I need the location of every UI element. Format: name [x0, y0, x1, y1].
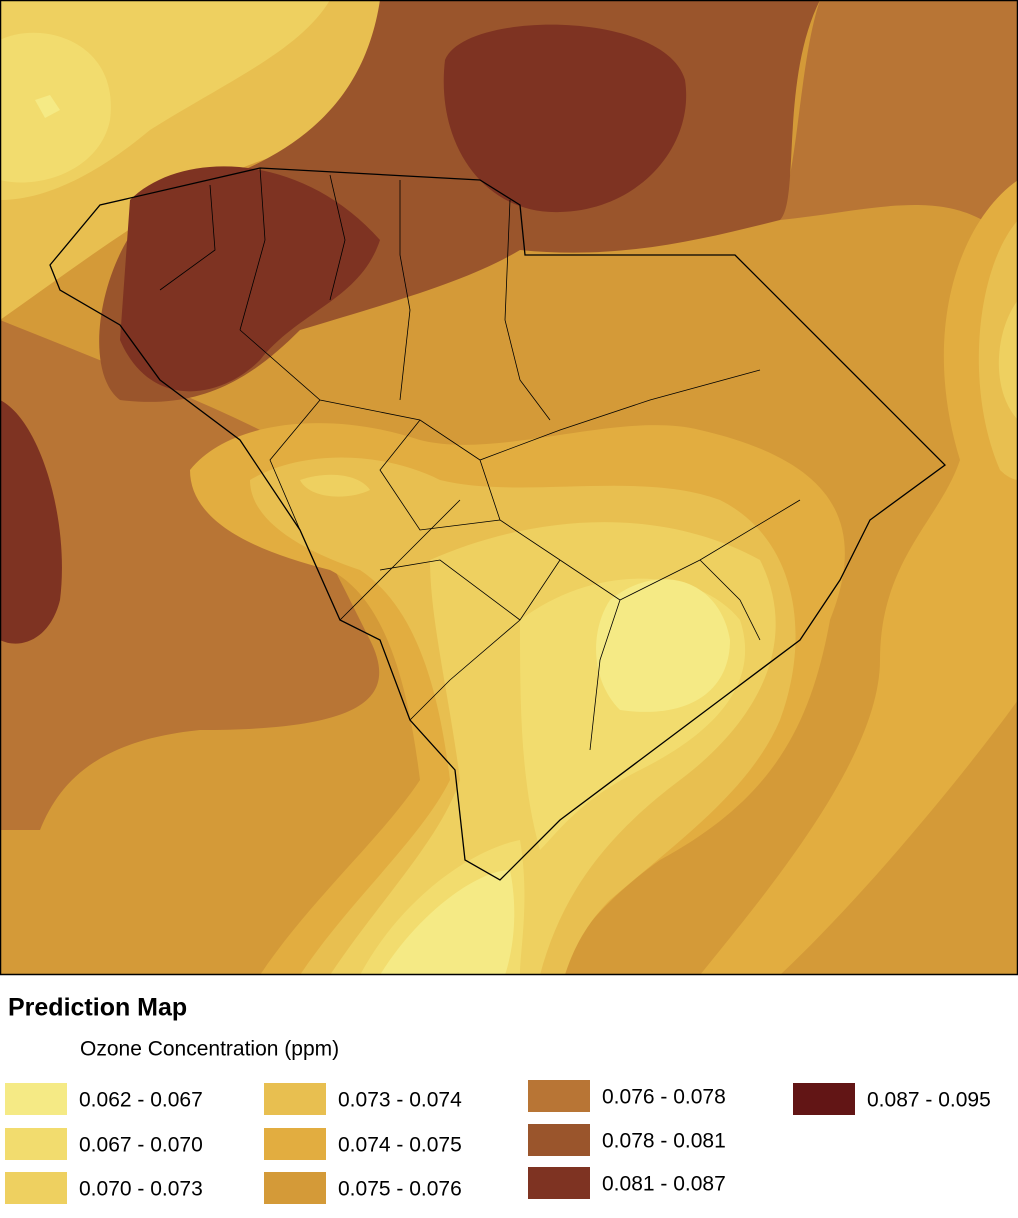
- legend: 0.062 - 0.067 0.067 - 0.070 0.070 - 0.073 0…: [5, 1080, 991, 1204]
- county-line: [339, 499, 761, 751]
- legend-title: Prediction Map: [8, 994, 187, 1022]
- legend-swatch: [5, 1172, 67, 1204]
- county-line: [159, 167, 551, 421]
- contour: [998, 300, 1018, 420]
- county-lines: [159, 167, 801, 751]
- legend-swatch: [264, 1128, 326, 1160]
- legend-label: 0.073 - 0.074: [338, 1089, 462, 1112]
- legend-swatch: [5, 1083, 67, 1115]
- legend-label: 0.075 - 0.076: [338, 1178, 462, 1201]
- contour: [35, 95, 60, 118]
- legend-label: 0.074 - 0.075: [338, 1134, 462, 1157]
- legend-swatch: [528, 1124, 590, 1156]
- legend-label: 0.062 - 0.067: [79, 1089, 203, 1112]
- legend-label: 0.067 - 0.070: [79, 1134, 203, 1157]
- contour: [978, 220, 1018, 480]
- legend-swatch: [528, 1167, 590, 1199]
- contour: [443, 24, 687, 213]
- state-outline: [49, 167, 946, 881]
- legend-label: 0.076 - 0.078: [602, 1086, 726, 1109]
- contour: [380, 870, 515, 975]
- legend-swatch: [793, 1083, 855, 1115]
- contour: [0, 320, 380, 830]
- legend-swatch: [5, 1128, 67, 1160]
- legend-label: 0.070 - 0.073: [79, 1178, 203, 1201]
- contour: [780, 0, 1018, 250]
- contour: [300, 474, 370, 497]
- contour: [0, 400, 62, 644]
- legend-subtitle: Ozone Concentration (ppm): [80, 1038, 339, 1061]
- legend-label: 0.081 - 0.087: [602, 1173, 726, 1196]
- legend-swatch: [264, 1083, 326, 1115]
- legend-swatch: [264, 1172, 326, 1204]
- contour: [700, 180, 1018, 975]
- legend-swatch: [528, 1080, 590, 1112]
- map: [0, 0, 1018, 976]
- contour: [596, 579, 730, 712]
- legend-label: 0.078 - 0.081: [602, 1130, 726, 1153]
- contour: [120, 166, 380, 392]
- county-line: [239, 329, 801, 601]
- legend-label: 0.087 - 0.095: [867, 1089, 991, 1112]
